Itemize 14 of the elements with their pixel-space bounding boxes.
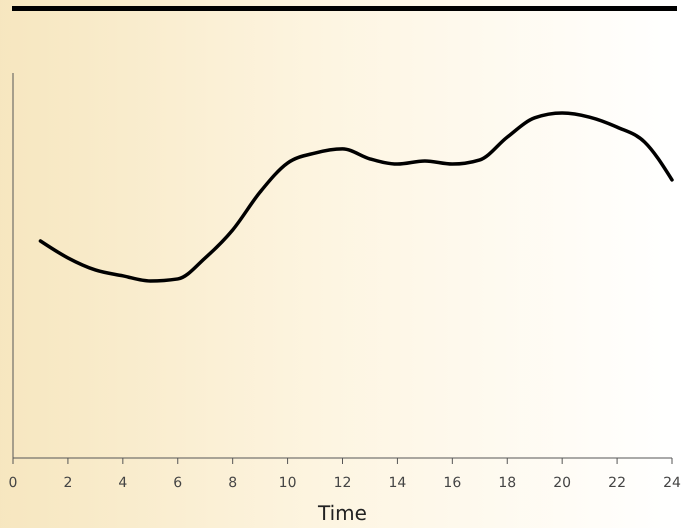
x-tick-label: 6	[173, 475, 182, 491]
x-tick-label: 12	[334, 475, 352, 491]
x-tick-label: 18	[498, 475, 516, 491]
x-tick-label: 2	[63, 475, 72, 491]
x-tick-label: 16	[443, 475, 462, 491]
x-tick-label: 24	[663, 475, 681, 491]
x-axis-title: Time	[317, 501, 367, 525]
x-tick-label: 0	[8, 475, 18, 491]
x-tick-label: 10	[278, 475, 296, 491]
x-tick-label: 20	[553, 475, 572, 491]
x-tick-label: 14	[388, 475, 406, 491]
x-tick-label: 4	[118, 475, 128, 491]
x-tick-label: 8	[228, 475, 238, 491]
x-tick-label: 22	[608, 475, 626, 491]
